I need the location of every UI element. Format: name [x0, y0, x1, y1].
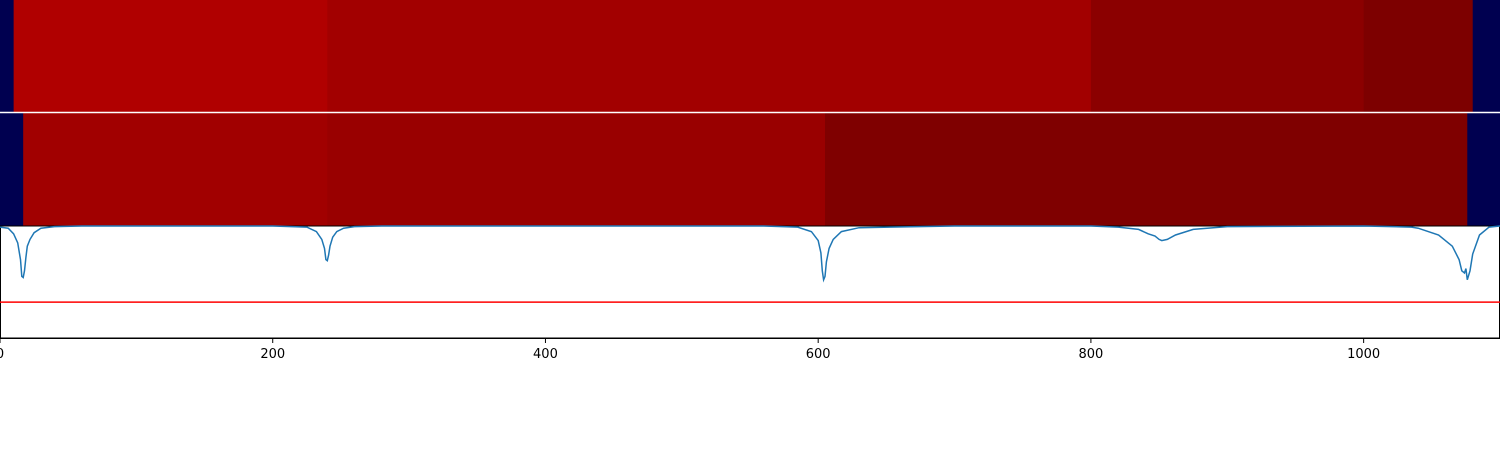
track-1-segment-5	[1472, 0, 1500, 112]
track-1-segment-4	[1363, 0, 1474, 112]
heatmap-track-1	[0, 0, 1500, 112]
heatmap-track-2	[0, 113, 1500, 226]
x-tick-label: 0	[0, 347, 4, 362]
track-1-segment-1	[13, 0, 328, 112]
x-tick-label: 400	[533, 347, 558, 362]
x-tick-label: 200	[260, 347, 285, 362]
track-2-segment-0	[0, 113, 24, 226]
x-tick-label: 600	[806, 347, 831, 362]
track-1-segment-3	[1090, 0, 1365, 112]
track-2-segment-3	[825, 113, 1468, 226]
track-1-segment-0	[0, 0, 15, 112]
x-tick-label: 1000	[1347, 347, 1380, 362]
x-tick-label: 800	[1078, 347, 1103, 362]
track-2-segment-4	[1467, 113, 1500, 226]
track-1-segment-2	[327, 0, 1092, 112]
signal-line	[0, 225, 1500, 283]
track-2-segment-2	[327, 113, 826, 226]
x-axis-ticks: 0 200 400 600 800 1000	[0, 338, 1380, 362]
signal-panel-frame	[0, 225, 1500, 339]
signal-panel	[0, 225, 1500, 339]
track-2-segment-1	[23, 113, 328, 226]
